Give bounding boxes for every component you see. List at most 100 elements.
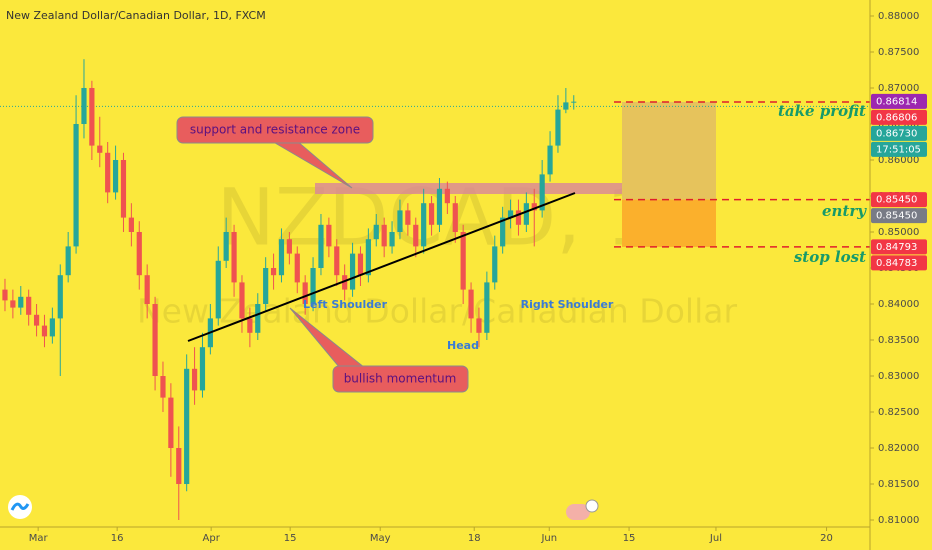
candle-body (421, 203, 427, 247)
price-tag (871, 109, 927, 125)
price-tag-label: 0.85450 (876, 211, 917, 222)
candle-body (436, 188, 443, 225)
candle-body (255, 304, 261, 333)
candle-body (500, 217, 506, 247)
candle-body (397, 210, 403, 232)
callout-text: support and resistance zone (190, 123, 360, 137)
candle-body (223, 231, 229, 261)
y-tick-label: 0.85000 (878, 227, 919, 238)
candle-body (120, 159, 127, 218)
candle-body (231, 231, 237, 283)
candle-body (326, 224, 332, 247)
candle-body (144, 275, 150, 305)
price-tag-label: 0.86806 (876, 112, 917, 123)
callout-box (332, 365, 469, 393)
candle-body (128, 217, 134, 232)
trade-zone (0, 101, 870, 248)
price-tag (871, 93, 927, 109)
candle-body (460, 231, 466, 290)
chart-title: New Zealand Dollar/Canadian Dollar, 1D, … (6, 9, 266, 22)
candle-body (97, 145, 103, 153)
candle-body (428, 203, 435, 225)
candle-body (65, 246, 71, 276)
candle-body (176, 448, 182, 485)
candle-body (389, 231, 395, 247)
countdown-label: 17:51:05 (876, 144, 921, 155)
candle-body (73, 123, 79, 247)
candle-body (112, 159, 119, 193)
candle-body (41, 325, 48, 337)
candle-body (2, 289, 8, 301)
candle-body (405, 210, 411, 225)
price-tag-label: 0.86730 (876, 128, 917, 139)
profit-zone (622, 101, 716, 200)
candle-body (444, 188, 450, 204)
y-tick-label: 0.82500 (878, 407, 919, 418)
pattern-label: Head (447, 339, 479, 352)
x-tick-label: May (370, 533, 391, 544)
candle-body (334, 246, 340, 276)
pattern-label: Left Shoulder (303, 298, 388, 311)
candle-body (349, 253, 356, 290)
candle-body (239, 282, 245, 319)
price-tag (871, 255, 927, 271)
price-tag (871, 208, 927, 224)
candle-body (476, 318, 482, 333)
callout-text: bullish momentum (344, 372, 457, 386)
candle-body (168, 397, 174, 449)
x-tick-label: Jul (709, 533, 722, 544)
candle-body (342, 275, 348, 290)
candle-body (152, 304, 158, 377)
candle-body (373, 224, 379, 240)
y-tick-label: 0.81000 (878, 515, 919, 526)
watermark-subtitle: New Zealand Dollar/Canadian Dollar (137, 292, 737, 331)
x-tick-label: 15 (284, 533, 297, 544)
x-tick-label: Mar (29, 533, 49, 544)
candle-body (191, 368, 198, 391)
take-profit-label: take profit (778, 102, 866, 120)
candle-body (18, 296, 24, 308)
x-tick-label: 18 (468, 533, 481, 544)
candle-body (184, 368, 190, 485)
candle-body (531, 203, 537, 211)
y-tick-label: 0.81500 (878, 479, 919, 490)
y-tick-label: 0.82000 (878, 443, 919, 454)
candle-body (492, 246, 498, 283)
entry-label: entry (822, 202, 867, 220)
candle-body (10, 300, 16, 308)
candle-body (49, 318, 55, 337)
y-tick-label: 0.86000 (878, 155, 919, 166)
candle-body (563, 102, 569, 110)
candle-body (381, 224, 387, 247)
y-tick-label: 0.83000 (878, 371, 919, 382)
candle-body (33, 314, 40, 326)
candles (2, 59, 577, 521)
price-tag (871, 192, 927, 208)
candle-body (247, 318, 253, 333)
candle-body (89, 87, 95, 146)
price-tag-label: 0.84783 (876, 258, 917, 269)
countdown-tag (871, 141, 927, 157)
candle-body (357, 253, 364, 276)
x-tick-label: 20 (820, 533, 833, 544)
candle-body (310, 268, 316, 305)
candle-body (452, 203, 458, 232)
price-tag-label: 0.84793 (876, 242, 917, 253)
candle-body (484, 282, 490, 333)
candle-body (263, 268, 269, 305)
y-tick-label: 0.83500 (878, 335, 919, 346)
candle-body (26, 296, 32, 315)
x-tick-label: Apr (203, 533, 221, 544)
candle-body (270, 268, 277, 276)
candle-body (286, 239, 292, 254)
candle-body (539, 174, 545, 211)
candle-body (136, 231, 142, 276)
event-icon[interactable] (566, 504, 590, 520)
candle-body (515, 210, 522, 225)
price-tag-label: 0.85450 (876, 195, 917, 206)
price-tag (871, 125, 927, 141)
loss-zone (622, 199, 716, 247)
candle-body (302, 282, 308, 305)
